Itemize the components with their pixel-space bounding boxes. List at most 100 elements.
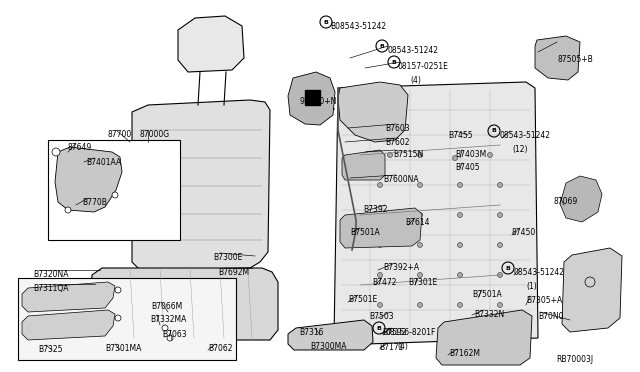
Polygon shape [288, 72, 335, 125]
Circle shape [378, 183, 383, 187]
Circle shape [458, 273, 463, 278]
Text: B7501E: B7501E [348, 295, 377, 304]
Text: B7515N: B7515N [393, 150, 423, 159]
Text: B7300MA: B7300MA [310, 342, 346, 351]
Text: B7501A: B7501A [350, 228, 380, 237]
Polygon shape [436, 310, 532, 365]
Circle shape [387, 153, 392, 157]
Text: B7301E: B7301E [408, 278, 437, 287]
Circle shape [167, 335, 173, 341]
Polygon shape [535, 36, 580, 80]
Text: B7392+A: B7392+A [383, 263, 419, 272]
Polygon shape [334, 82, 538, 345]
Text: B7405: B7405 [455, 163, 479, 172]
Text: (1): (1) [526, 282, 537, 291]
Circle shape [417, 273, 422, 278]
Text: B7311QA: B7311QA [33, 284, 68, 293]
Circle shape [458, 212, 463, 218]
Text: B: B [380, 44, 385, 48]
Text: B: B [506, 266, 511, 270]
Text: B7332MA: B7332MA [150, 315, 186, 324]
Text: 08157-0251E: 08157-0251E [398, 62, 449, 71]
Text: B: B [492, 128, 497, 134]
Polygon shape [90, 268, 278, 340]
Polygon shape [340, 208, 422, 248]
Text: B7692M: B7692M [218, 268, 249, 277]
Text: RB70003J: RB70003J [556, 355, 593, 364]
Text: B7392: B7392 [363, 205, 387, 214]
Text: B7602: B7602 [385, 138, 410, 147]
Polygon shape [562, 248, 622, 332]
Text: B7320NA: B7320NA [33, 270, 68, 279]
Text: B7301MA: B7301MA [105, 344, 141, 353]
Circle shape [162, 325, 168, 331]
Text: B7066M: B7066M [151, 302, 182, 311]
Circle shape [65, 207, 71, 213]
Text: 87505+B: 87505+B [558, 55, 594, 64]
Circle shape [378, 243, 383, 247]
Text: B7063: B7063 [162, 330, 187, 339]
Circle shape [112, 192, 118, 198]
Text: 08156-8201F: 08156-8201F [385, 328, 435, 337]
Bar [48, 140, 180, 240]
Text: B7316: B7316 [299, 328, 323, 337]
Text: B7455: B7455 [448, 131, 472, 140]
Polygon shape [560, 176, 602, 222]
Circle shape [417, 302, 422, 308]
Text: 970N0+N: 970N0+N [300, 97, 337, 106]
Text: B70N0: B70N0 [538, 312, 563, 321]
Bar [305, 90, 320, 105]
Circle shape [378, 273, 383, 278]
Polygon shape [342, 150, 385, 180]
Polygon shape [22, 282, 115, 312]
Circle shape [52, 148, 60, 156]
Text: 87450: 87450 [511, 228, 535, 237]
Text: B: B [376, 326, 381, 330]
Text: (4): (4) [410, 76, 421, 85]
Text: 87649: 87649 [68, 143, 92, 152]
Circle shape [458, 183, 463, 187]
Polygon shape [132, 100, 270, 270]
Circle shape [497, 243, 502, 247]
Text: B7401AA: B7401AA [86, 158, 121, 167]
Text: B7062: B7062 [208, 344, 232, 353]
Circle shape [497, 273, 502, 278]
Circle shape [417, 183, 422, 187]
Circle shape [417, 212, 422, 218]
Text: 08543-51242: 08543-51242 [500, 131, 551, 140]
Circle shape [115, 287, 121, 293]
Text: 08543-51242: 08543-51242 [514, 268, 565, 277]
Text: 87000G: 87000G [140, 130, 170, 139]
Circle shape [458, 243, 463, 247]
Text: B7332N: B7332N [474, 310, 504, 319]
Circle shape [497, 183, 502, 187]
Text: B7300E: B7300E [213, 253, 243, 262]
Text: B: B [392, 60, 396, 64]
Text: B7614: B7614 [405, 218, 429, 227]
Circle shape [497, 212, 502, 218]
Text: B770B: B770B [82, 198, 107, 207]
Text: B7171: B7171 [379, 343, 403, 352]
Text: 87069: 87069 [553, 197, 577, 206]
Circle shape [452, 155, 458, 160]
Text: B08543-51242: B08543-51242 [330, 22, 386, 31]
Text: B7503: B7503 [369, 312, 394, 321]
Text: B7600NA: B7600NA [383, 175, 419, 184]
Polygon shape [55, 147, 122, 212]
Polygon shape [22, 310, 115, 340]
Text: B7325: B7325 [38, 345, 63, 354]
Text: (12): (12) [512, 145, 527, 154]
Bar [18, 278, 236, 360]
Circle shape [458, 302, 463, 308]
Text: B7603: B7603 [385, 124, 410, 133]
Text: B7501A: B7501A [472, 290, 502, 299]
Text: 87700: 87700 [107, 130, 131, 139]
Circle shape [417, 243, 422, 247]
Text: 08543-51242: 08543-51242 [388, 46, 439, 55]
Circle shape [497, 302, 502, 308]
Circle shape [115, 315, 121, 321]
Circle shape [488, 153, 493, 157]
Circle shape [378, 302, 383, 308]
Text: B7403M: B7403M [455, 150, 486, 159]
Text: B7162M: B7162M [449, 349, 480, 358]
